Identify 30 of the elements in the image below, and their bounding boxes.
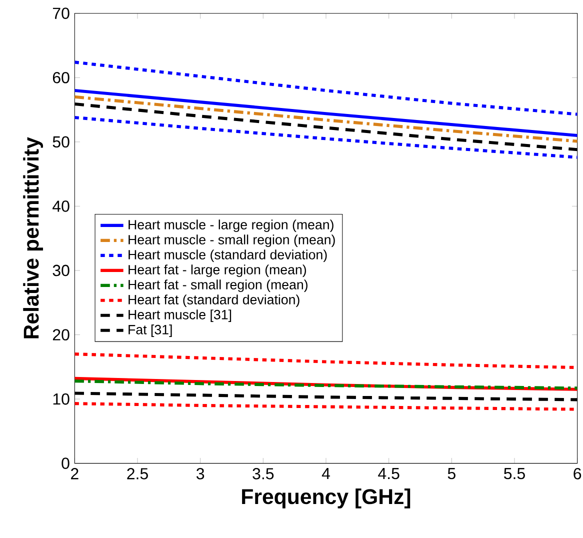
x-tick-label: 5.5 <box>504 468 525 480</box>
y-tick-label: 30 <box>52 264 70 276</box>
line-series <box>74 95 578 143</box>
y-tick-label: 10 <box>53 393 70 405</box>
legend-label: Heart muscle (standard deviation) <box>128 250 327 262</box>
x-axis-title: Frequency [GHz] <box>242 488 410 508</box>
y-tick-label: 0 <box>62 458 70 469</box>
line-series <box>74 116 578 159</box>
x-tick-label: 3.5 <box>252 468 274 480</box>
line-series <box>74 60 578 116</box>
x-tick-label: 2.5 <box>127 468 148 480</box>
legend-label: Fat [31] <box>128 324 172 337</box>
y-tick-label: 20 <box>52 329 70 340</box>
x-tick-label: 4.5 <box>378 468 400 480</box>
legend-label: Heart muscle [31] <box>128 310 232 322</box>
x-tick-label: 5 <box>448 468 456 480</box>
y-tick-label: 70 <box>52 8 70 19</box>
y-axis-title: Relative permittivity <box>23 137 44 338</box>
legend-label: Heart muscle - large region (mean) <box>128 220 334 232</box>
x-tick-label: 4 <box>322 468 330 480</box>
x-tick-label: 6 <box>574 468 582 480</box>
x-tick-label: 2 <box>71 468 78 480</box>
legend-label: Heart fat (standard deviation) <box>128 294 300 307</box>
legend-label: Heart fat - large region (mean) <box>128 264 306 278</box>
y-tick-label: 60 <box>52 72 70 84</box>
y-tick-label: 50 <box>52 136 70 148</box>
legend-label: Heart muscle - small region (mean) <box>128 234 335 248</box>
legend-label: Heart fat - small region (mean) <box>128 280 308 292</box>
y-tick-label: 40 <box>52 200 70 212</box>
x-tick-label: 3 <box>196 468 204 480</box>
